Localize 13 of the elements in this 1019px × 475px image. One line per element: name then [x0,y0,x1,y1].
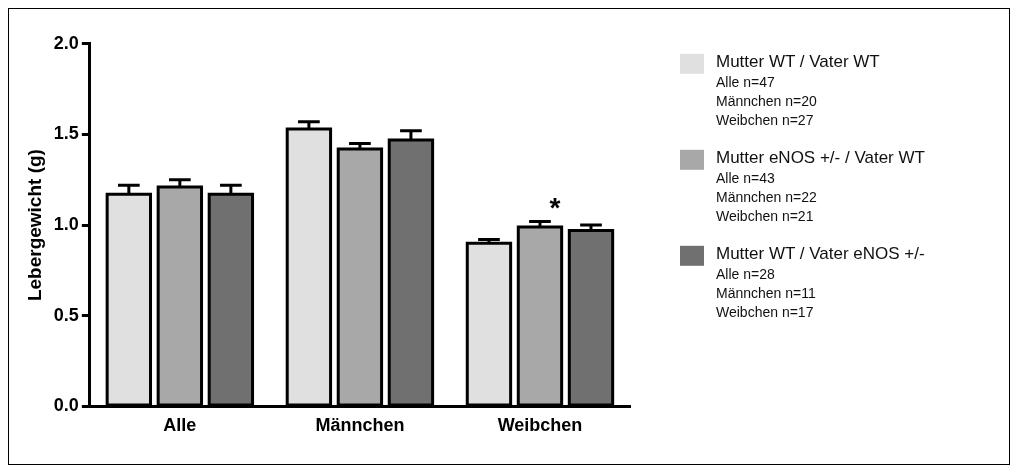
y-tick-label: 1.5 [53,123,79,144]
y-tick-label: 0.0 [53,395,79,416]
legend-label: Mutter eNOS +/- / Vater WT Alle n=43 Männchen n=22 Weibchen n=21 [716,147,925,224]
x-tick-label: Weibchen [497,415,583,436]
legend-label: Mutter WT / Vater eNOS +/- Alle n=28 Männchen n=11 Weibchen n=17 [716,243,925,320]
annotation: * [549,191,561,223]
x-tick-label: Alle [163,415,197,436]
legend-label: Mutter WT / Vater WT Alle n=47 Männchen n=20 Weibchen n=27 [716,51,880,128]
x-tick-label: Männchen [315,415,405,436]
y-tick-label: 2.0 [53,32,79,53]
y-tick-label: 1.0 [53,214,79,235]
y-axis-title: Lebergewicht (g) [23,149,45,302]
y-tick-label: 0.5 [53,304,79,325]
